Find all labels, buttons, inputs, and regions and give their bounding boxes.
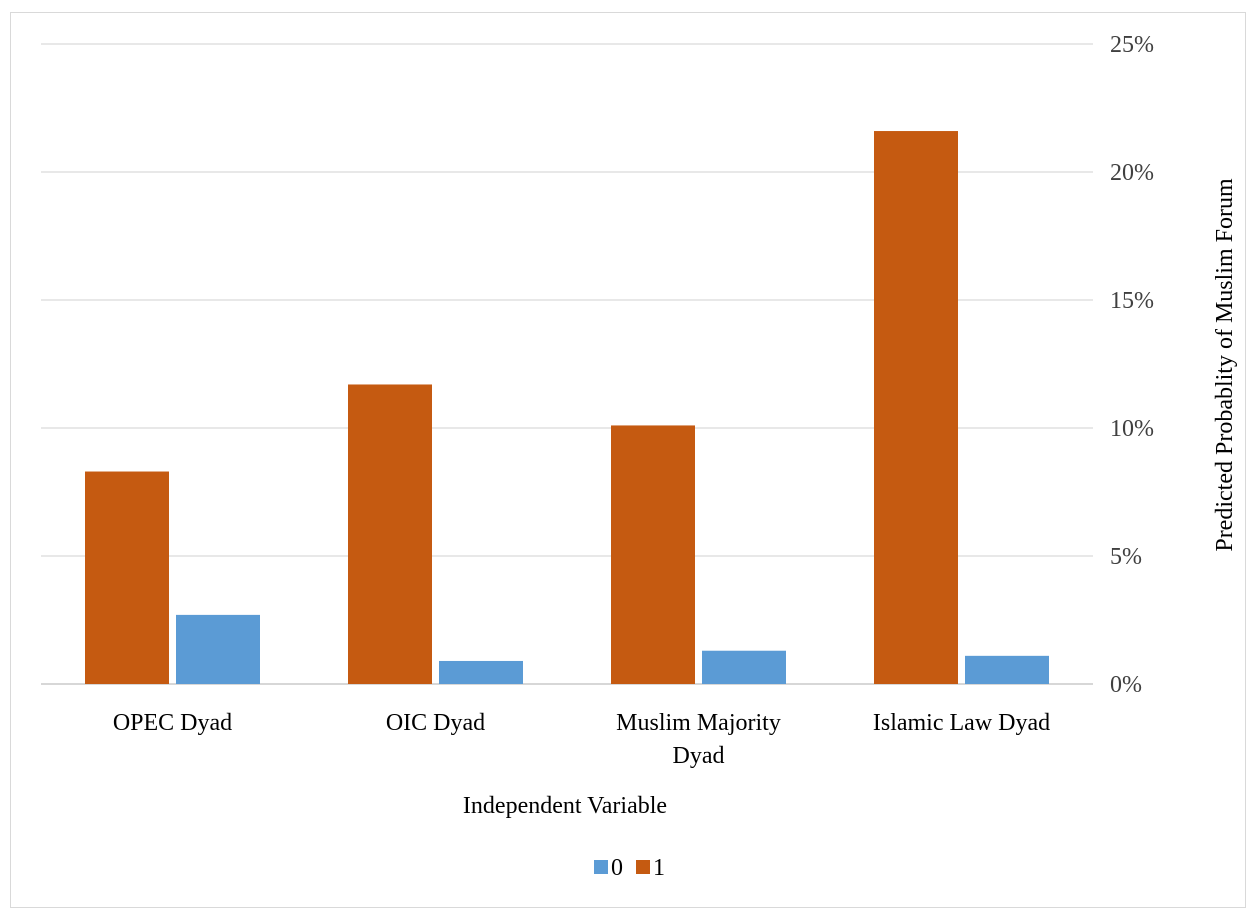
- bar-series-1: [348, 384, 432, 684]
- x-category-label: Dyad: [673, 743, 725, 769]
- bars: [85, 131, 1049, 685]
- y-tick-labels: 0% 5% 10% 15% 20% 25%: [1110, 32, 1154, 698]
- y-tick-label: 0%: [1110, 672, 1142, 698]
- bar-series-1: [611, 425, 695, 684]
- y-tick-label: 15%: [1110, 288, 1154, 314]
- legend-label: 1: [653, 855, 665, 881]
- bar-series-0: [965, 655, 1049, 684]
- bar-series-0: [702, 650, 786, 684]
- bar-series-1: [874, 131, 958, 685]
- legend-label: 0: [611, 855, 623, 881]
- bar-series-0: [439, 660, 523, 684]
- y-tick-label: 25%: [1110, 32, 1154, 58]
- y-tick-label: 5%: [1110, 544, 1142, 570]
- y-tick-label: 20%: [1110, 160, 1154, 186]
- x-category-label: Muslim Majority: [616, 710, 781, 736]
- x-category-labels: OPEC Dyad OIC Dyad Muslim Majority Dyad Isla…: [113, 710, 1050, 769]
- x-category-label: OPEC Dyad: [113, 710, 232, 736]
- legend-swatch: [594, 860, 608, 874]
- bar-series-1: [85, 471, 169, 684]
- y-tick-label: 10%: [1110, 416, 1154, 442]
- legend-swatch: [636, 860, 650, 874]
- x-category-label: OIC Dyad: [386, 710, 485, 736]
- x-category-label: Islamic Law Dyad: [873, 710, 1050, 736]
- y-axis-title: Predicted Probablity of Muslim Forum: [1212, 178, 1238, 552]
- bar-series-0: [176, 614, 260, 684]
- x-axis-title: Independent Variable: [463, 793, 667, 819]
